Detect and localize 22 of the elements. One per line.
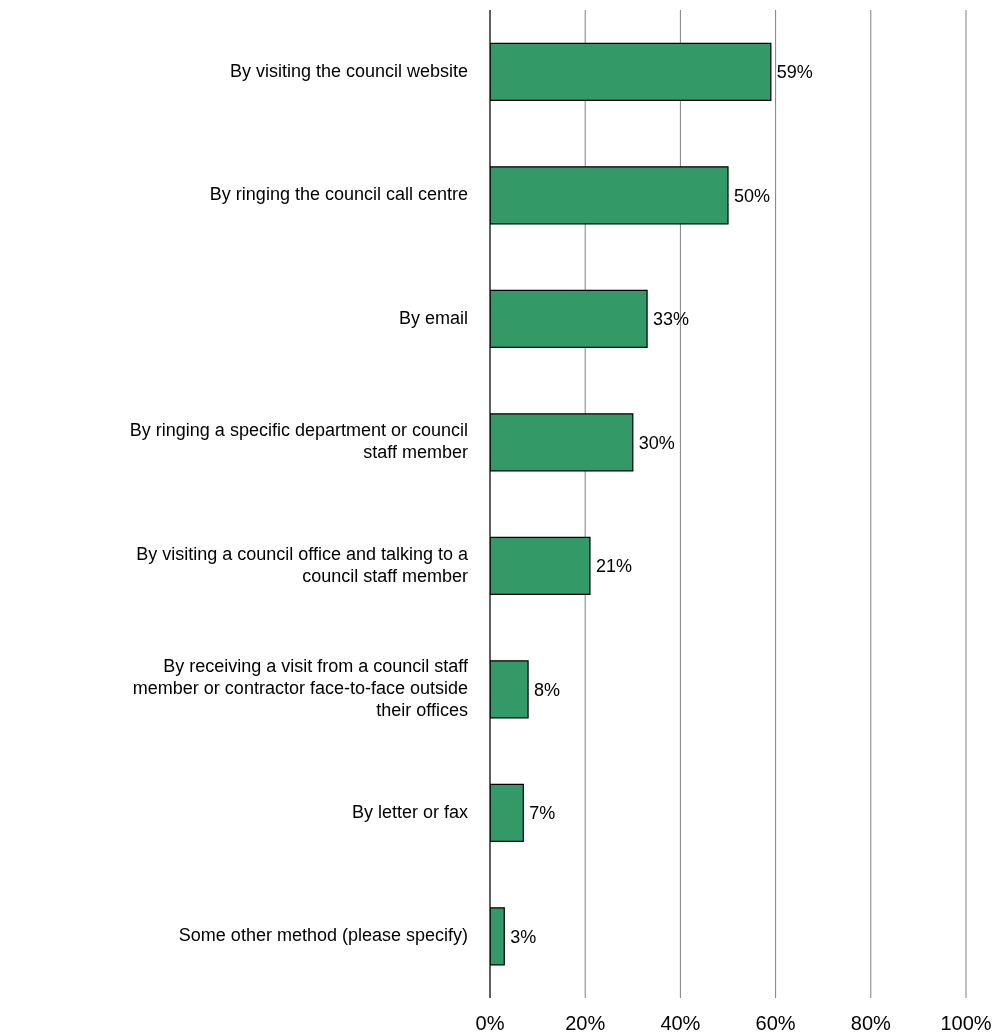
y-tick-label: By ringing the council call centre <box>209 184 468 204</box>
x-tick-label: 40% <box>660 1012 701 1034</box>
x-tick-label: 60% <box>755 1012 796 1034</box>
data-label: 59% <box>776 62 813 83</box>
y-tick-label: By email <box>398 307 468 328</box>
y-tick-label: By letter or fax <box>351 801 468 822</box>
data-label: 3% <box>510 926 537 947</box>
data-label: 21% <box>595 556 632 577</box>
data-label: 50% <box>734 185 771 206</box>
data-label: 7% <box>529 803 556 824</box>
x-tick-label: 0% <box>475 1012 505 1034</box>
data-label: 30% <box>638 432 675 453</box>
y-tick-label: Some other method (please specify) <box>178 925 468 945</box>
y-tick-label: By visiting a council office and talking to a council staff member <box>136 543 469 586</box>
data-label: 8% <box>534 679 561 700</box>
x-tick-label: 20% <box>565 1012 606 1034</box>
y-tick-label: By visiting the council website <box>229 60 468 81</box>
x-tick-label: 100% <box>940 1012 992 1034</box>
y-tick-label: By receiving a visit from a council staff member or contractor face-to-face outside their offices <box>132 656 469 720</box>
x-tick-label: 80% <box>850 1012 892 1034</box>
data-label: 33% <box>653 309 690 330</box>
y-tick-label: By ringing a specific department or council staff member <box>129 420 468 462</box>
